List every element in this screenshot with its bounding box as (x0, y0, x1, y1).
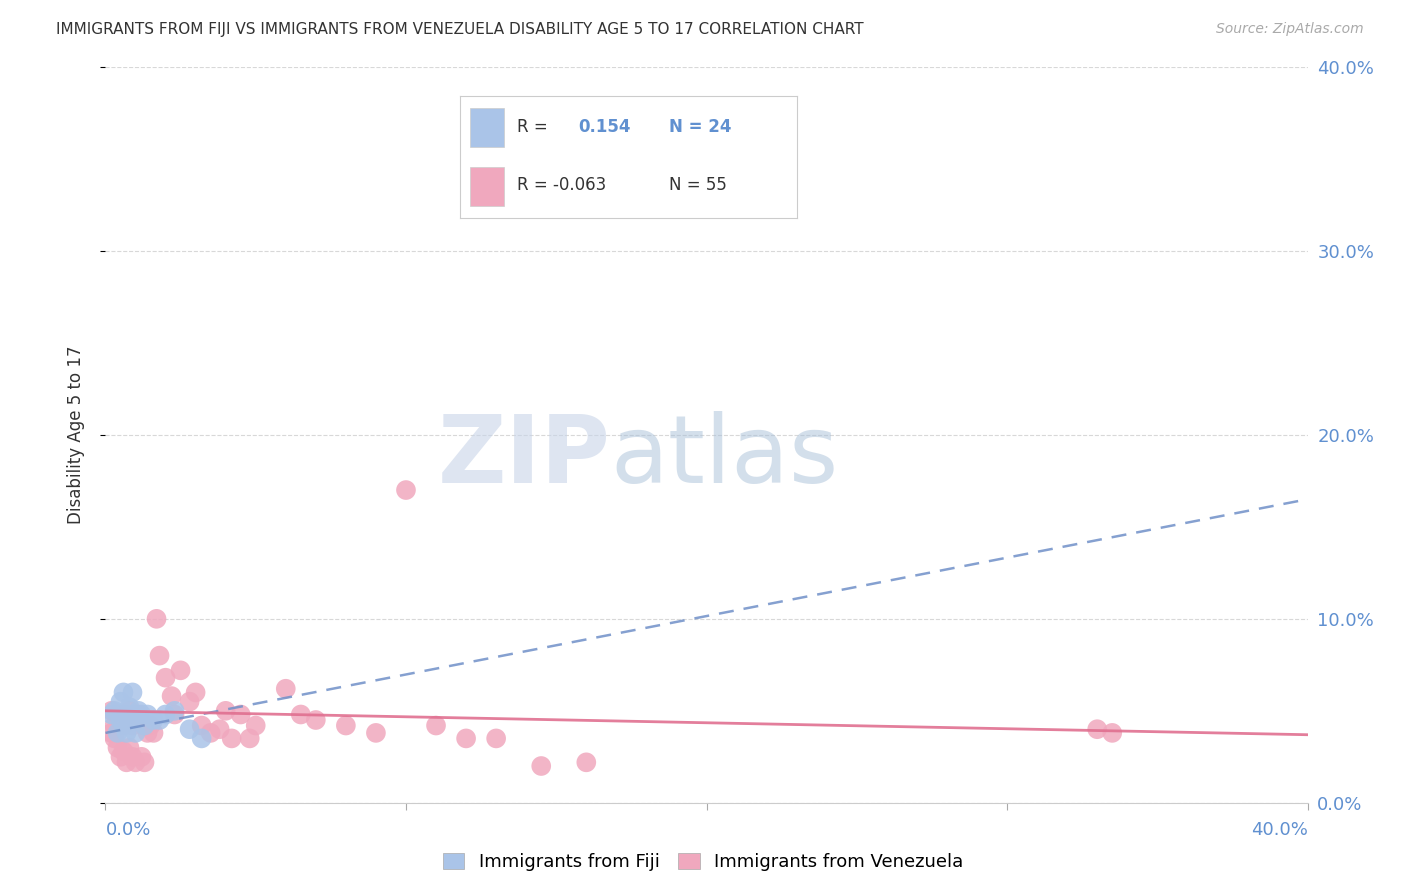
Point (160, 689, 183, 703)
Text: ZIP: ZIP (437, 411, 610, 503)
Point (131, 749, 153, 764)
Point (100, 707, 122, 722)
Point (134, 756, 156, 770)
Point (136, 726, 159, 740)
Point (103, 731, 125, 746)
Point (184, 685, 207, 699)
Point (121, 718, 143, 732)
Point (112, 718, 135, 732)
Point (128, 704, 150, 718)
Point (179, 723, 201, 737)
Text: 40.0%: 40.0% (1251, 822, 1308, 839)
Point (290, 707, 312, 722)
Point (121, 749, 143, 764)
Point (100, 704, 122, 718)
Y-axis label: Disability Age 5 to 17: Disability Age 5 to 17 (66, 345, 84, 524)
Point (208, 723, 231, 737)
Point (115, 707, 138, 722)
Point (229, 707, 252, 722)
Point (142, 713, 165, 727)
Point (112, 685, 135, 699)
Point (530, 759, 553, 773)
Point (124, 756, 146, 770)
Point (115, 726, 138, 740)
Point (145, 612, 167, 626)
Point (214, 704, 236, 718)
Point (124, 707, 146, 722)
Text: 0.0%: 0.0% (105, 822, 150, 839)
Point (128, 707, 150, 722)
Point (103, 718, 125, 732)
Point (112, 744, 135, 758)
Point (575, 756, 598, 770)
Point (134, 718, 156, 732)
Point (155, 671, 177, 685)
Point (148, 648, 170, 663)
Point (115, 756, 138, 770)
Point (115, 707, 138, 722)
Point (118, 700, 141, 714)
Point (107, 707, 129, 722)
Point (131, 707, 153, 722)
Text: atlas: atlas (610, 411, 838, 503)
Point (100, 726, 122, 740)
Point (118, 704, 141, 718)
Text: IMMIGRANTS FROM FIJI VS IMMIGRANTS FROM VENEZUELA DISABILITY AGE 5 TO 17 CORRELA: IMMIGRANTS FROM FIJI VS IMMIGRANTS FROM … (56, 22, 863, 37)
Point (134, 718, 156, 732)
Point (1085, 723, 1108, 737)
Point (1101, 726, 1123, 740)
Point (245, 718, 267, 732)
Point (121, 685, 143, 699)
Point (103, 704, 125, 718)
Point (107, 740, 129, 755)
Point (425, 718, 447, 732)
Point (239, 731, 262, 746)
Point (179, 695, 201, 709)
Point (395, 483, 418, 497)
Point (190, 731, 212, 746)
Point (110, 713, 132, 727)
Point (124, 726, 146, 740)
Point (139, 718, 162, 732)
Point (335, 718, 357, 732)
Point (124, 713, 146, 727)
Point (112, 718, 135, 732)
Legend: Immigrants from Fiji, Immigrants from Venezuela: Immigrants from Fiji, Immigrants from Ve… (436, 846, 970, 879)
Point (163, 707, 186, 722)
Point (485, 731, 508, 746)
Point (142, 726, 165, 740)
Text: Source: ZipAtlas.com: Source: ZipAtlas.com (1216, 22, 1364, 37)
Point (155, 707, 177, 722)
Point (364, 726, 387, 740)
Point (110, 749, 132, 764)
Point (190, 718, 212, 732)
Point (200, 726, 222, 740)
Point (107, 726, 129, 740)
Point (131, 713, 153, 727)
Point (305, 713, 328, 727)
Point (274, 681, 297, 696)
Point (221, 731, 243, 746)
Point (169, 664, 191, 678)
Point (136, 707, 159, 722)
Point (148, 713, 170, 727)
Point (110, 695, 132, 709)
Point (454, 731, 477, 746)
Point (118, 740, 141, 755)
Point (110, 713, 132, 727)
Point (163, 704, 186, 718)
Point (118, 713, 141, 727)
